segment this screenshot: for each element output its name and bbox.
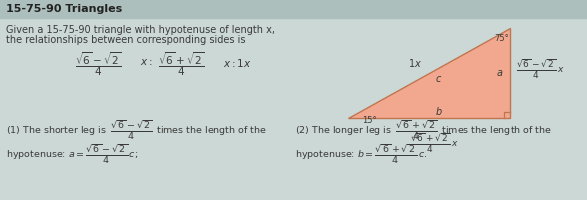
Text: 75°: 75° bbox=[494, 34, 509, 43]
Text: the relationships between corresponding sides is: the relationships between corresponding … bbox=[6, 35, 245, 45]
Text: $\dfrac{\sqrt{6}-\sqrt{2}}{4}$: $\dfrac{\sqrt{6}-\sqrt{2}}{4}$ bbox=[75, 50, 121, 78]
Text: $b$: $b$ bbox=[435, 105, 443, 117]
Text: $1x$: $1x$ bbox=[408, 57, 422, 69]
Text: $\dfrac{\sqrt{6}+\sqrt{2}}{4}\,x$: $\dfrac{\sqrt{6}+\sqrt{2}}{4}\,x$ bbox=[410, 132, 458, 155]
Text: 15°: 15° bbox=[362, 116, 377, 125]
Text: $x:$: $x:$ bbox=[140, 57, 153, 67]
Text: $\dfrac{\sqrt{6}+\sqrt{2}}{4}$: $\dfrac{\sqrt{6}+\sqrt{2}}{4}$ bbox=[158, 50, 204, 78]
Text: $x: 1x$: $x: 1x$ bbox=[223, 57, 252, 69]
Text: hypotenuse: $a=\dfrac{\sqrt{6}-\sqrt{2}}{4}\,c$;: hypotenuse: $a=\dfrac{\sqrt{6}-\sqrt{2}}… bbox=[6, 142, 139, 166]
Text: $a$: $a$ bbox=[496, 68, 503, 78]
Bar bbox=[0, 0, 587, 18]
Text: $\dfrac{\sqrt{6}-\sqrt{2}}{4}\,x$: $\dfrac{\sqrt{6}-\sqrt{2}}{4}\,x$ bbox=[516, 57, 565, 81]
Text: hypotenuse: $b=\dfrac{\sqrt{6}+\sqrt{2}}{4}\,c$.: hypotenuse: $b=\dfrac{\sqrt{6}+\sqrt{2}}… bbox=[295, 142, 427, 166]
Polygon shape bbox=[348, 28, 510, 118]
Text: Given a 15-75-90 triangle with hypotenuse of length x,: Given a 15-75-90 triangle with hypotenus… bbox=[6, 25, 275, 35]
Text: 15-75-90 Triangles: 15-75-90 Triangles bbox=[6, 4, 122, 14]
Text: (1) The shorter leg is $\,\dfrac{\sqrt{6}-\sqrt{2}}{4}\,$ times the length of th: (1) The shorter leg is $\,\dfrac{\sqrt{6… bbox=[6, 118, 267, 142]
Text: (2) The longer leg is $\,\dfrac{\sqrt{6}+\sqrt{2}}{4}\,$ times the length of the: (2) The longer leg is $\,\dfrac{\sqrt{6}… bbox=[295, 118, 552, 142]
Text: $c$: $c$ bbox=[436, 74, 443, 84]
